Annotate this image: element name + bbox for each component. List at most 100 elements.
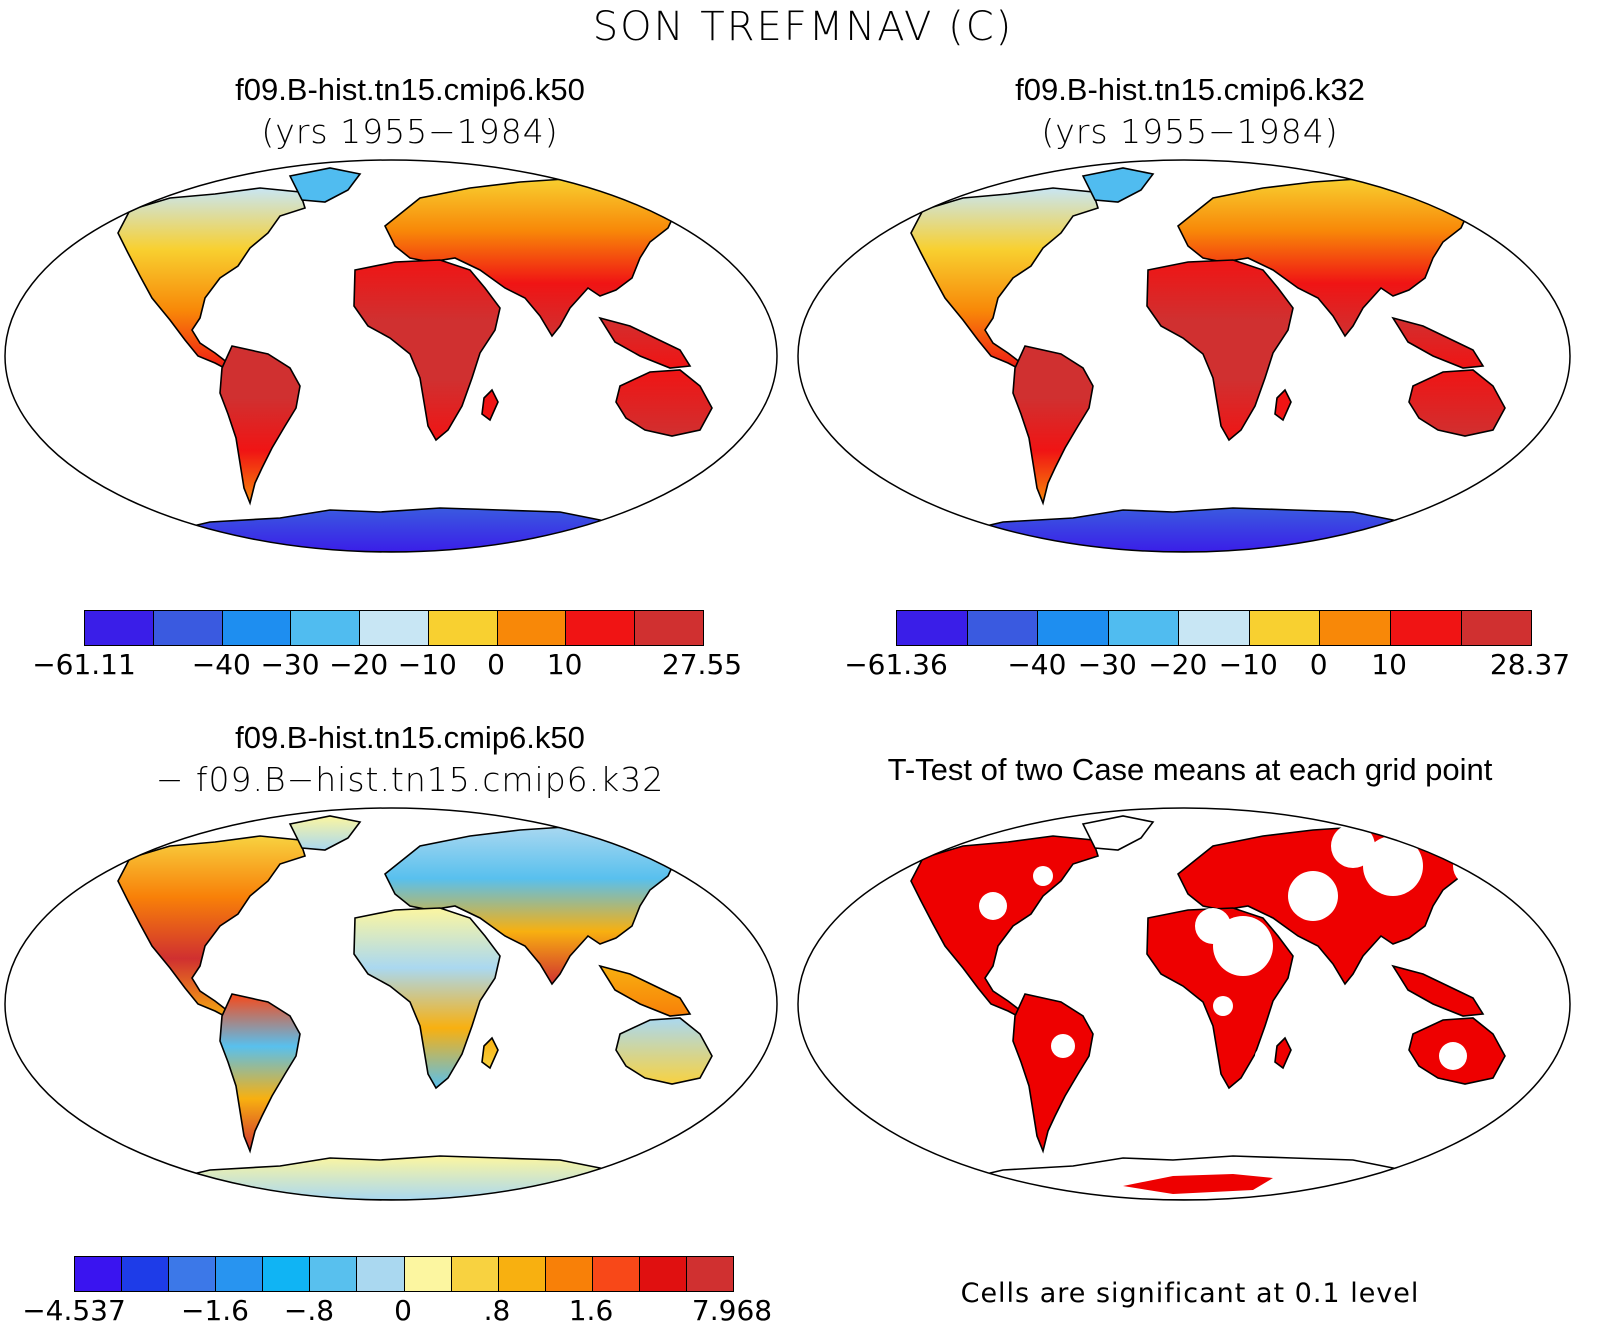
continent-northAmerica xyxy=(910,835,1100,1021)
colorbar-tick-label: −20 xyxy=(329,648,389,681)
colorbar-swatch xyxy=(122,1257,170,1291)
colorbar-tick-label: −20 xyxy=(1148,648,1208,681)
insignificant-patch xyxy=(1331,824,1375,868)
colorbar-tick-label: −30 xyxy=(260,648,320,681)
continent-australia xyxy=(1408,369,1506,437)
continent-greenland xyxy=(1081,167,1155,203)
insignificant-patch xyxy=(1255,1048,1271,1064)
panel4-title: T-Test of two Case means at each grid po… xyxy=(887,752,1493,787)
colorbar-swatch xyxy=(216,1257,264,1291)
panel3-colorbar xyxy=(74,1256,734,1292)
continent-greenland xyxy=(288,815,362,851)
colorbar-tick-label: −40 xyxy=(191,648,251,681)
colorbar-swatch xyxy=(310,1257,358,1291)
colorbar-swatch xyxy=(687,1257,734,1291)
colorbar-tick-label: 28.37 xyxy=(1489,648,1571,681)
colorbar-swatch xyxy=(1249,611,1321,645)
colorbar-swatch xyxy=(75,1257,123,1291)
colorbar-swatch xyxy=(1038,611,1109,645)
map-border xyxy=(4,159,778,553)
colorbar-swatch xyxy=(1320,611,1391,645)
colorbar-tick-label: −1.6 xyxy=(181,1294,249,1327)
continent-greenland xyxy=(1081,815,1155,851)
colorbar-tick-label: −4.537 xyxy=(22,1294,126,1327)
colorbar-swatch xyxy=(1179,611,1250,645)
panel3-subtitle: − f09.B−hist.tn15.cmip6.k32 xyxy=(155,760,665,799)
colorbar-tick-label: 27.55 xyxy=(661,648,743,681)
colorbar-swatch xyxy=(451,1257,499,1291)
colorbar-swatch xyxy=(967,611,1039,645)
colorbar-swatch xyxy=(1108,611,1180,645)
antarctica-significant xyxy=(1123,1174,1273,1194)
colorbar-swatch xyxy=(153,611,223,645)
colorbar-tick-label: −.8 xyxy=(283,1294,335,1327)
continent-africa xyxy=(353,259,501,442)
insignificant-patch xyxy=(1288,871,1338,921)
continent-africa xyxy=(1146,259,1294,442)
continent-greenland xyxy=(288,167,362,203)
continent-seAsia xyxy=(598,964,692,1017)
figure-title: SON TREFMNAV (C) xyxy=(592,4,1014,50)
colorbar-swatch xyxy=(545,1257,593,1291)
colorbar-swatch xyxy=(498,1257,546,1291)
insignificant-patch xyxy=(1033,866,1053,886)
insignificant-patch xyxy=(1363,836,1423,896)
colorbar-swatch xyxy=(497,611,567,645)
colorbar-swatch xyxy=(404,1257,452,1291)
colorbar-swatch xyxy=(85,611,154,645)
colorbar-tick-label: 10 xyxy=(546,648,583,681)
colorbar-tick-label: −61.36 xyxy=(844,648,948,681)
continent-northAmerica xyxy=(910,187,1100,373)
continent-australia xyxy=(615,369,713,437)
continent-madagascar xyxy=(1274,388,1292,422)
insignificant-patch xyxy=(1213,996,1233,1016)
panel1-colorbar xyxy=(84,610,704,646)
colorbar-swatch xyxy=(222,611,292,645)
continent-southAmerica xyxy=(1012,345,1094,506)
colorbar-tick-label: 7.968 xyxy=(691,1294,773,1327)
colorbar-swatch xyxy=(639,1257,688,1291)
continent-africa xyxy=(353,907,501,1090)
colorbar-tick-label: −10 xyxy=(1218,648,1278,681)
panel4-map xyxy=(797,807,1571,1201)
colorbar-tick-label: 1.6 xyxy=(568,1294,614,1327)
colorbar-tick-label: −30 xyxy=(1077,648,1137,681)
continent-southAmerica xyxy=(219,993,301,1154)
continent-madagascar xyxy=(481,1036,499,1070)
panel3-map xyxy=(4,807,778,1201)
colorbar-swatch xyxy=(360,611,429,645)
colorbar-swatch xyxy=(357,1257,405,1291)
colorbar-tick-label: 10 xyxy=(1371,648,1407,681)
continent-seAsia xyxy=(1391,316,1485,369)
panel1-title: f09.B-hist.tn15.cmip6.k50 xyxy=(235,72,585,107)
insignificant-patch xyxy=(979,892,1007,920)
continent-seAsia xyxy=(1391,964,1485,1017)
continent-northAmerica xyxy=(117,187,307,373)
map-border xyxy=(797,159,1571,553)
colorbar-swatch xyxy=(566,611,636,645)
map-border xyxy=(797,807,1571,1201)
colorbar-tick-label: .8 xyxy=(483,1294,511,1327)
continent-australia xyxy=(615,1017,713,1085)
colorbar-swatch xyxy=(592,1257,640,1291)
continent-southAmerica xyxy=(1012,993,1094,1154)
colorbar-swatch xyxy=(1461,611,1532,645)
panel3-title: f09.B-hist.tn15.cmip6.k50 xyxy=(235,720,585,755)
panel1-map xyxy=(4,159,778,553)
panel2-colorbar xyxy=(896,610,1532,646)
panel2-title: f09.B-hist.tn15.cmip6.k32 xyxy=(1015,72,1365,107)
map-border xyxy=(4,807,778,1201)
significance-note: Cells are significant at 0.1 level xyxy=(960,1278,1420,1309)
insignificant-patch xyxy=(1439,1042,1467,1070)
continent-madagascar xyxy=(481,388,499,422)
colorbar-swatch xyxy=(428,611,498,645)
colorbar-tick-label: 0 xyxy=(394,1294,412,1327)
panel1-subtitle: (yrs 1955−1984) xyxy=(261,112,559,151)
colorbar-tick-label: 0 xyxy=(487,648,505,681)
continent-seAsia xyxy=(598,316,692,369)
colorbar-swatch xyxy=(897,611,968,645)
continent-southAmerica xyxy=(219,345,301,506)
colorbar-swatch xyxy=(1390,611,1462,645)
colorbar-swatch xyxy=(169,1257,217,1291)
insignificant-patch xyxy=(1195,908,1231,944)
